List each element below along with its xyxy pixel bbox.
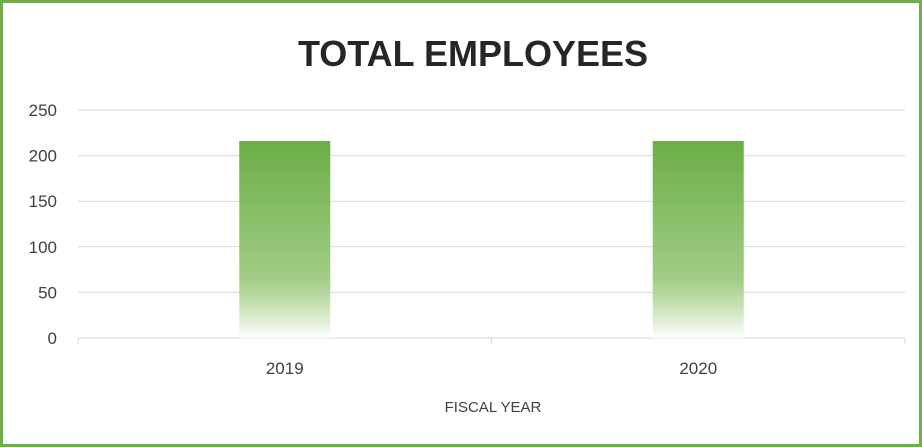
bar-2019 (239, 141, 331, 338)
bar-2020 (652, 141, 744, 338)
y-tick-label: 100 (29, 238, 57, 257)
y-tick-label: 150 (29, 192, 57, 211)
gridlines (77, 109, 906, 344)
bars (239, 141, 744, 338)
chart-title: TOTAL EMPLOYEES (298, 33, 648, 74)
x-axis-ticks: 2019 2020 (266, 359, 717, 378)
y-tick-label: 200 (29, 147, 57, 166)
y-axis-ticks: 0 50 100 150 200 250 (29, 101, 57, 348)
y-tick-label: 250 (29, 101, 57, 120)
y-tick-label: 0 (48, 329, 57, 348)
x-tick-label: 2020 (679, 359, 717, 378)
x-axis-label: FISCAL YEAR (445, 399, 542, 416)
y-tick-label: 50 (38, 283, 57, 302)
x-tick-label: 2019 (266, 359, 304, 378)
